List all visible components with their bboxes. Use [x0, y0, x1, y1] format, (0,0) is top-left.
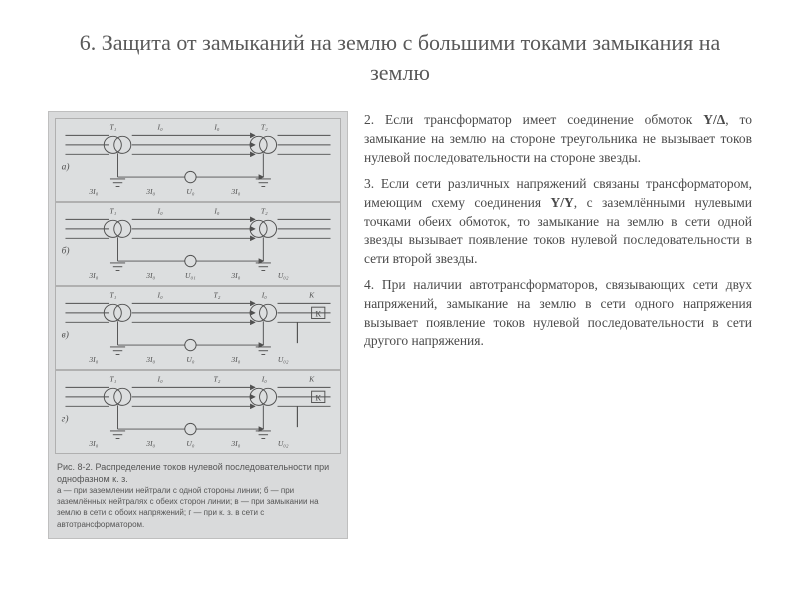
- svg-text:U₀: U₀: [186, 355, 194, 364]
- svg-text:К: К: [308, 375, 315, 384]
- svg-text:3I₀: 3I₀: [88, 355, 98, 364]
- svg-text:T₂: T₂: [261, 123, 268, 132]
- paragraph: 3. Если сети различных напряжений связан…: [364, 175, 752, 268]
- circuit-diagram: а) T₁ I₀ I₀ T₂ 3I₀ 3I₀ U₀ 3I₀: [55, 118, 341, 202]
- svg-text:3I₀: 3I₀: [230, 439, 240, 448]
- svg-text:3I₀: 3I₀: [88, 271, 98, 280]
- svg-text:К: К: [315, 309, 321, 319]
- body-text: 2. Если трансформатор имеет соединение о…: [364, 111, 752, 359]
- svg-text:T₂: T₂: [214, 375, 221, 384]
- svg-text:3I₀: 3I₀: [145, 271, 155, 280]
- svg-text:U₀₁: U₀₁: [185, 271, 196, 280]
- figure-panel: а) T₁ I₀ I₀ T₂ 3I₀ 3I₀ U₀ 3I₀ б) T₁ I₀ I₀ T₂ 3I₀ 3I₀ U₀₁…: [48, 111, 348, 539]
- svg-text:U₀₂: U₀₂: [278, 271, 289, 280]
- svg-text:T₁: T₁: [109, 291, 116, 300]
- svg-text:3I₀: 3I₀: [88, 187, 98, 196]
- paragraph: 2. Если трансформатор имеет соединение о…: [364, 111, 752, 167]
- svg-text:I₀: I₀: [157, 207, 164, 216]
- svg-text:U₀: U₀: [186, 439, 194, 448]
- figure-caption: Рис. 8-2. Распределение токов нулевой по…: [55, 460, 341, 530]
- svg-text:а): а): [62, 162, 70, 173]
- svg-text:U₀₂: U₀₂: [278, 355, 289, 364]
- svg-text:I₀: I₀: [213, 207, 220, 216]
- svg-text:T₂: T₂: [261, 207, 268, 216]
- svg-text:3I₀: 3I₀: [230, 187, 240, 196]
- circuit-diagram: Кв) T₁ I₀ T₂ I₀ К 3I₀ 3I₀ U₀ 3I₀ U₀₂: [55, 286, 341, 370]
- svg-text:3I₀: 3I₀: [145, 355, 155, 364]
- svg-text:U₀₂: U₀₂: [278, 439, 289, 448]
- svg-text:г): г): [62, 414, 69, 425]
- svg-text:К: К: [315, 393, 321, 403]
- svg-text:б): б): [62, 246, 70, 257]
- svg-text:T₁: T₁: [109, 375, 116, 384]
- svg-text:T₁: T₁: [109, 207, 116, 216]
- page-title: 6. Защита от замыканий на землю с больши…: [48, 28, 752, 87]
- svg-text:I₀: I₀: [261, 375, 268, 384]
- content-row: а) T₁ I₀ I₀ T₂ 3I₀ 3I₀ U₀ 3I₀ б) T₁ I₀ I₀ T₂ 3I₀ 3I₀ U₀₁…: [48, 111, 752, 539]
- svg-text:I₀: I₀: [157, 375, 164, 384]
- svg-text:I₀: I₀: [157, 291, 164, 300]
- svg-text:T₁: T₁: [109, 123, 116, 132]
- circuit-diagram: б) T₁ I₀ I₀ T₂ 3I₀ 3I₀ U₀₁ 3I₀ U₀₂: [55, 202, 341, 286]
- svg-text:3I₀: 3I₀: [145, 187, 155, 196]
- svg-text:К: К: [308, 291, 315, 300]
- caption-title: Рис. 8-2. Распределение токов нулевой по…: [57, 462, 329, 483]
- svg-text:3I₀: 3I₀: [230, 355, 240, 364]
- svg-text:I₀: I₀: [157, 123, 164, 132]
- svg-text:3I₀: 3I₀: [88, 439, 98, 448]
- caption-sub: а — при заземлении нейтрали с одной стор…: [57, 486, 319, 529]
- svg-text:U₀: U₀: [186, 187, 194, 196]
- svg-text:I₀: I₀: [261, 291, 268, 300]
- svg-text:I₀: I₀: [213, 123, 220, 132]
- svg-text:3I₀: 3I₀: [230, 271, 240, 280]
- svg-text:T₂: T₂: [214, 291, 221, 300]
- paragraph: 4. При наличии автотрансформаторов, связ…: [364, 276, 752, 351]
- svg-text:в): в): [62, 330, 69, 341]
- svg-text:3I₀: 3I₀: [145, 439, 155, 448]
- circuit-diagram: Кг) T₁ I₀ T₂ I₀ К 3I₀ 3I₀ U₀ 3I₀ U₀₂: [55, 370, 341, 454]
